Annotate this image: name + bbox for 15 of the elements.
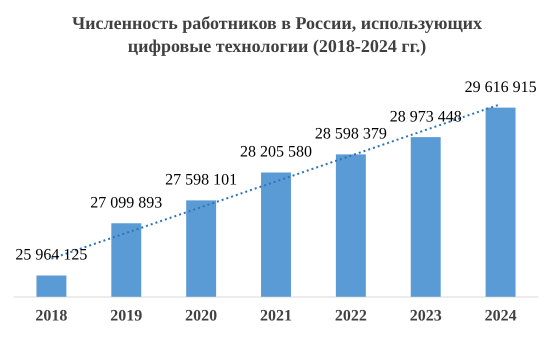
data-label: 29 616 915 [464,78,537,96]
x-tick-label: 2022 [334,308,367,325]
data-label: 28 973 448 [390,108,462,126]
data-label: 25 964 125 [15,246,88,264]
data-label: 28 205 580 [240,144,312,161]
x-tick-label: 2018 [35,308,68,325]
x-tick-label: 2021 [260,308,292,325]
chart-title: Численность работников в России, использующих цифровые технологии (2018-2024 гг.) [70,12,484,58]
x-tick-label: 2023 [410,308,442,325]
data-label: 27 598 101 [165,172,238,189]
data-label: 28 598 379 [314,126,387,143]
x-tick-label: 2019 [110,308,142,325]
data-label: 27 099 893 [90,194,162,212]
x-tick-label: 2020 [185,308,218,325]
x-tick-label: 2024 [484,308,517,325]
